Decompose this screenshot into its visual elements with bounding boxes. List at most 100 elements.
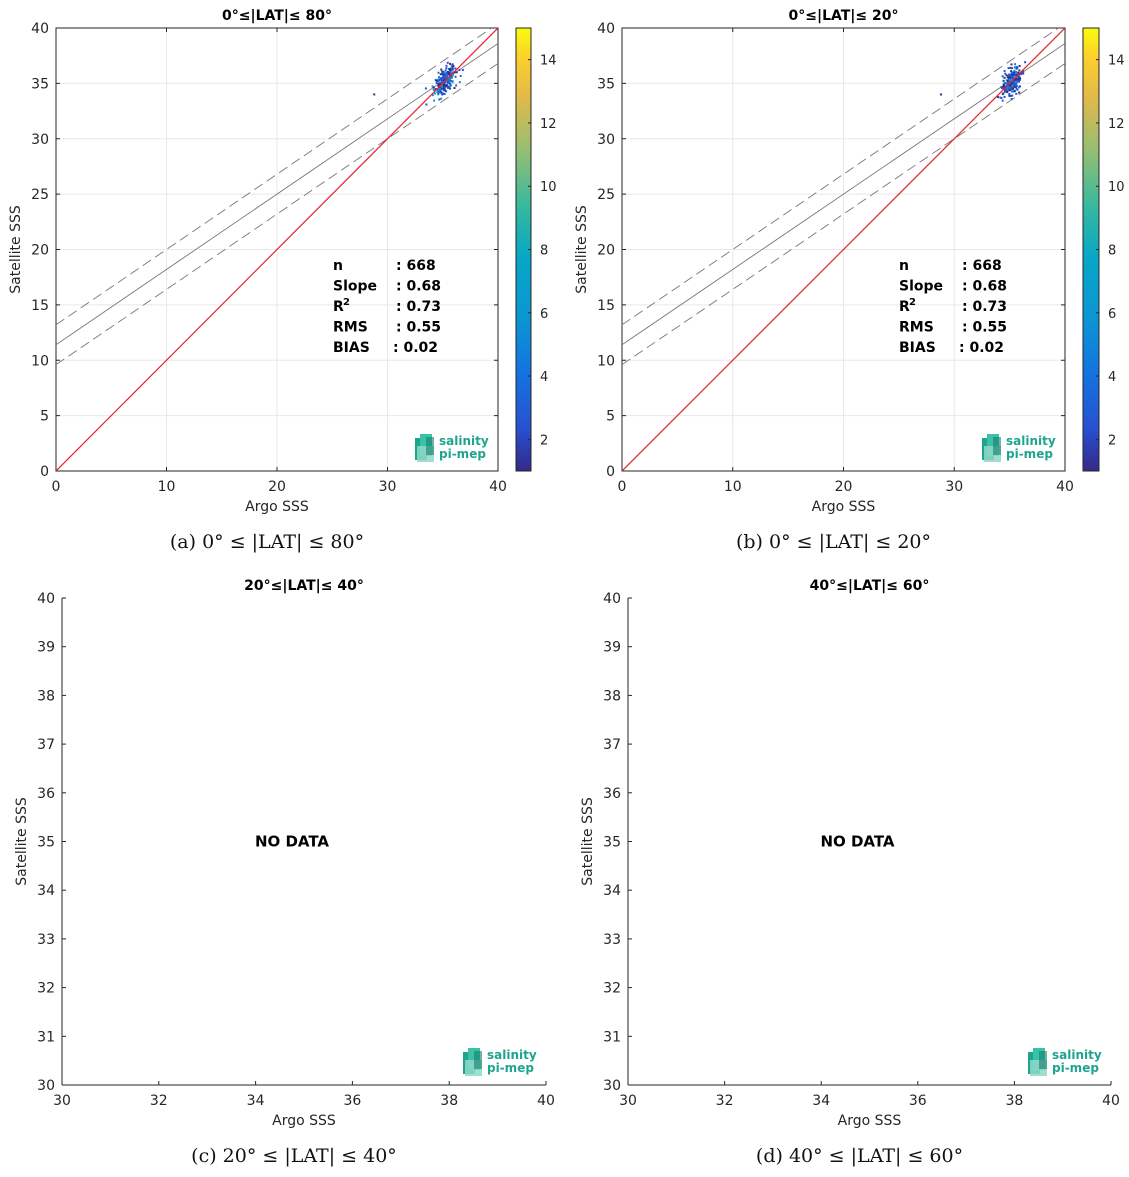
colorbar-tick-label: 12 [540, 117, 557, 132]
y-tick-label: 39 [37, 640, 55, 656]
scatter-point [443, 86, 446, 89]
scatter-point [439, 88, 442, 91]
scatter-point [440, 68, 443, 71]
y-tick-label: 40 [37, 591, 55, 607]
scatter-point [1014, 83, 1017, 86]
y-tick-label: 40 [597, 21, 615, 37]
scatter-point [1002, 92, 1005, 95]
scatter-point [1014, 82, 1017, 85]
x-tick-label: 40 [1102, 1093, 1120, 1109]
scatter-point [436, 90, 439, 93]
scatter-point [1012, 80, 1015, 83]
scatter-point [1009, 82, 1012, 85]
y-tick-label: 35 [597, 76, 615, 92]
y-tick-label: 34 [37, 883, 55, 899]
scatter-point [1011, 76, 1014, 79]
scatter-point [443, 92, 446, 95]
scatter-point [445, 64, 448, 67]
x-tick-label: 30 [379, 479, 397, 495]
scatter-point [431, 94, 434, 97]
y-tick-label: 30 [597, 132, 615, 148]
scatter-point [450, 69, 453, 72]
scatter-point [1010, 90, 1013, 93]
scatter-point [1006, 83, 1009, 86]
y-tick-label: 37 [37, 737, 55, 753]
scatter-point [451, 74, 454, 77]
y-tick-label: 35 [31, 76, 49, 92]
colorbar-tick-label: 2 [540, 433, 548, 448]
scatter-point [448, 67, 451, 70]
x-tick-label: 34 [812, 1093, 830, 1109]
logo-text-pi-mep: pi-mep [439, 447, 486, 461]
scatter-point [1013, 74, 1016, 77]
figure-caption: (a) 0° ≤ |LAT| ≤ 80° [170, 531, 364, 553]
scatter-point [454, 75, 457, 78]
ticks-d: 30 32 34 36 38 40 30 31 32 33 34 35 36 37 38 39 40 [603, 591, 1120, 1109]
scatter-point [1010, 72, 1013, 75]
scatter-point [454, 67, 457, 70]
x-tick-label: 40 [537, 1093, 555, 1109]
logo-text-salinity: salinity [487, 1048, 537, 1062]
stat-label-n: n [899, 258, 909, 274]
stat-value-n: : 668 [396, 258, 436, 274]
scatter-point [1010, 82, 1013, 85]
scatter-point [446, 84, 449, 87]
scatter-point [1004, 81, 1007, 84]
scatter-point [1019, 77, 1022, 80]
scatter-point [1018, 86, 1021, 89]
y-tick-label: 31 [37, 1029, 55, 1045]
scatter-point [1015, 72, 1018, 75]
chart-title: 0°≤|LAT|≤ 20° [788, 8, 898, 24]
stat-value-bias: : 0.02 [393, 340, 438, 356]
y-tick-label: 25 [31, 187, 49, 203]
logo-mark-shade [993, 437, 1001, 455]
scatter-point [438, 82, 441, 85]
scatter-point [432, 86, 435, 89]
x-axis-label: Argo SSS [272, 1113, 336, 1129]
y-tick-label: 36 [603, 786, 621, 802]
scatter-point [1009, 84, 1012, 87]
scatter-point [440, 79, 443, 82]
scatter-point [1015, 78, 1018, 81]
scatter-point [431, 85, 434, 88]
scatter-point [450, 72, 453, 75]
scatter-point [996, 96, 999, 99]
logo-text-pi-mep: pi-mep [1052, 1061, 1099, 1075]
colorbar-a: 2 4 6 8 10 12 14 [515, 27, 557, 472]
identity-line [622, 28, 1065, 471]
scatter-point [1011, 94, 1014, 97]
scatter-point [1002, 83, 1005, 86]
scatter-point [1015, 92, 1018, 95]
logo-text-salinity: salinity [1006, 434, 1056, 448]
x-tick-label: 32 [150, 1093, 168, 1109]
scatter-point [1016, 84, 1019, 87]
scatter-point [439, 73, 442, 76]
scatter-point [448, 81, 451, 84]
scatter-point [458, 81, 461, 84]
scatter-point [436, 80, 439, 83]
scatter-point [442, 73, 445, 76]
scatter-point [1015, 66, 1018, 69]
logo-mark-shade [474, 1051, 482, 1069]
scatter-point [441, 73, 444, 76]
scatter-point [1017, 76, 1020, 79]
scatter-point [1001, 99, 1004, 102]
scatter-point [1014, 81, 1017, 84]
scatter-point [1014, 63, 1017, 66]
regression-line [622, 43, 1065, 346]
scatter-point [1010, 67, 1013, 70]
scatter-point [1009, 94, 1012, 97]
stat-label-rms: RMS [333, 320, 368, 336]
scatter-point [1009, 76, 1012, 79]
stat-label-slope: Slope [333, 279, 377, 295]
scatter-point [1010, 97, 1013, 100]
scatter-point [425, 103, 428, 106]
scatter-points [939, 61, 1027, 102]
y-tick-label: 33 [37, 932, 55, 948]
colorbar-tick-label: 10 [540, 180, 557, 195]
scatter-point [1013, 66, 1016, 69]
y-axis-label: Satellite SSS [14, 797, 30, 886]
scatter-point [451, 63, 454, 66]
